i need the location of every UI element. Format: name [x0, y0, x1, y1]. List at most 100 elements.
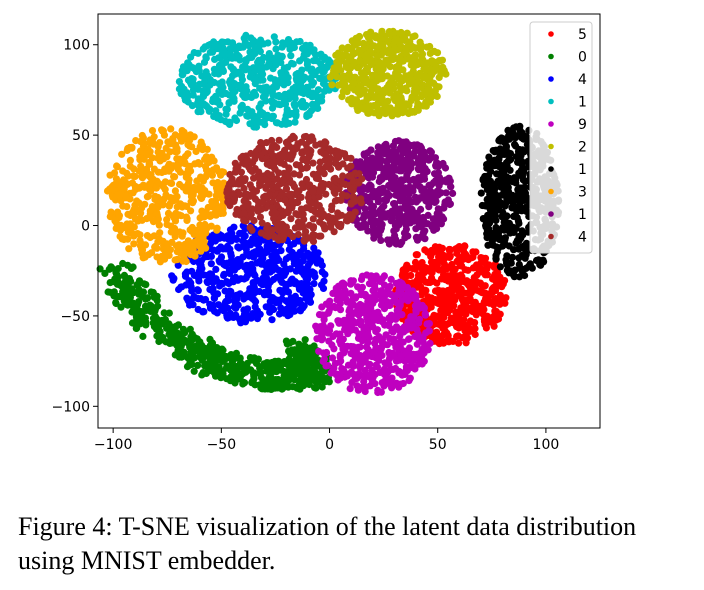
data-point — [503, 252, 511, 260]
data-point — [268, 104, 277, 112]
data-point — [299, 382, 307, 390]
data-point — [313, 259, 321, 267]
data-point — [392, 379, 401, 387]
data-point — [256, 76, 264, 84]
data-point — [407, 271, 415, 280]
data-point — [369, 202, 378, 211]
data-point — [328, 354, 337, 362]
data-point — [299, 289, 307, 297]
data-point — [337, 73, 345, 82]
data-point — [243, 112, 251, 120]
data-point — [205, 190, 213, 198]
data-point — [178, 71, 186, 79]
data-point — [496, 135, 504, 143]
data-point — [355, 355, 363, 363]
data-point — [439, 331, 447, 339]
data-point — [337, 357, 345, 365]
data-point — [256, 118, 264, 126]
data-point — [434, 299, 442, 308]
data-point — [200, 210, 208, 218]
data-point — [469, 264, 477, 272]
data-point — [383, 302, 391, 310]
data-point — [340, 316, 348, 324]
data-point — [413, 141, 421, 149]
data-point — [502, 161, 510, 169]
data-point — [528, 264, 536, 272]
data-point — [424, 265, 432, 273]
data-point — [306, 285, 314, 293]
data-point — [345, 65, 353, 73]
data-point — [444, 335, 452, 343]
data-point — [325, 327, 334, 335]
data-point — [454, 244, 462, 252]
data-point — [193, 286, 202, 294]
data-point — [355, 362, 363, 370]
data-point — [479, 215, 487, 223]
data-point — [202, 229, 210, 237]
data-point — [213, 224, 221, 232]
data-point — [373, 363, 382, 371]
data-point — [274, 357, 283, 365]
data-point — [310, 104, 318, 113]
data-point — [332, 330, 340, 338]
data-point — [178, 89, 186, 97]
data-point — [241, 66, 249, 74]
data-point — [483, 271, 491, 279]
data-point — [190, 133, 198, 141]
data-point — [441, 254, 449, 263]
data-point — [304, 87, 312, 95]
data-point — [339, 281, 347, 289]
data-point — [339, 51, 347, 59]
data-point — [367, 304, 375, 312]
data-point — [493, 248, 501, 256]
data-point — [173, 335, 181, 344]
data-point — [322, 300, 330, 308]
data-point — [194, 361, 202, 369]
data-point — [444, 309, 452, 317]
data-point — [376, 109, 384, 117]
data-point — [287, 349, 295, 357]
data-point — [500, 150, 508, 158]
data-point — [364, 227, 372, 235]
data-point — [362, 209, 370, 217]
data-point — [507, 156, 515, 164]
data-point — [428, 294, 436, 302]
data-point — [374, 308, 382, 316]
data-point — [305, 376, 314, 384]
data-point — [512, 192, 520, 200]
data-point — [188, 287, 196, 295]
data-point — [168, 179, 176, 187]
data-point — [280, 95, 288, 103]
data-point — [359, 69, 367, 77]
data-point — [236, 354, 244, 362]
data-point — [382, 173, 390, 181]
data-point — [217, 209, 225, 218]
data-point — [195, 62, 203, 70]
data-point — [210, 65, 218, 73]
data-point — [357, 286, 365, 294]
data-point — [517, 265, 525, 273]
data-point — [272, 83, 281, 91]
data-point — [206, 335, 214, 343]
data-point — [181, 337, 189, 345]
data-point — [277, 69, 285, 77]
data-point — [376, 368, 384, 376]
data-point — [349, 317, 357, 325]
data-point — [457, 271, 465, 279]
data-point — [415, 349, 424, 358]
data-point — [284, 63, 292, 71]
data-point — [255, 245, 263, 253]
data-point — [431, 198, 439, 206]
data-point — [432, 215, 441, 223]
data-point — [230, 297, 239, 305]
data-point — [189, 301, 197, 309]
data-point — [175, 78, 183, 86]
data-point — [213, 247, 221, 255]
data-point — [183, 249, 191, 257]
data-point — [374, 64, 382, 72]
data-point — [213, 114, 222, 122]
data-point — [496, 145, 504, 153]
data-point — [223, 50, 231, 58]
data-point — [291, 83, 300, 91]
data-point — [230, 223, 238, 231]
